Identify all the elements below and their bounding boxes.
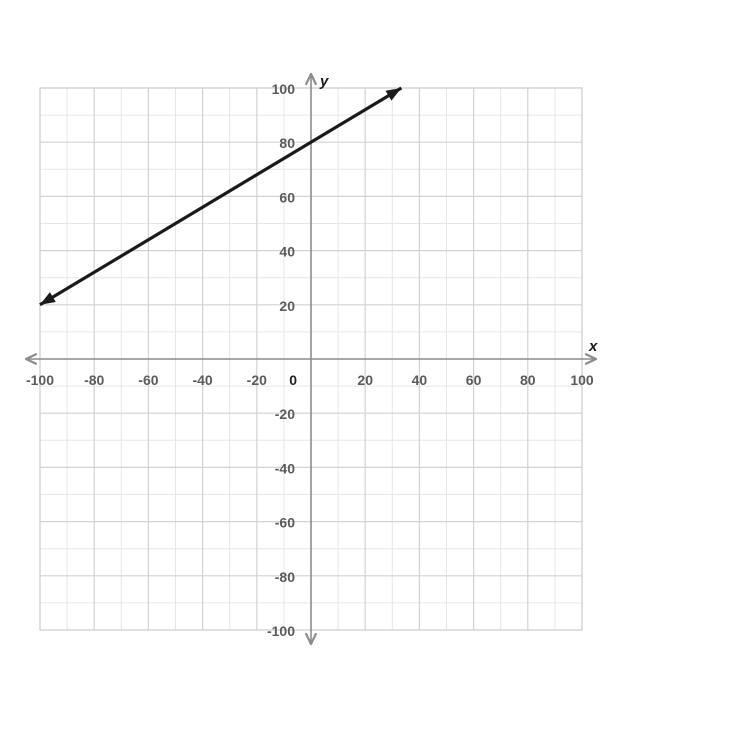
svg-text:40: 40 [279, 244, 295, 260]
svg-text:y: y [319, 73, 329, 90]
svg-text:-60: -60 [138, 372, 158, 388]
svg-text:-40: -40 [275, 460, 295, 476]
svg-text:-100: -100 [26, 372, 54, 388]
svg-text:100: 100 [272, 81, 296, 97]
svg-text:-60: -60 [275, 515, 295, 531]
svg-text:60: 60 [466, 372, 482, 388]
svg-text:-20: -20 [275, 406, 295, 422]
svg-text:20: 20 [279, 298, 295, 314]
svg-text:x: x [588, 338, 598, 355]
svg-text:-80: -80 [275, 569, 295, 585]
svg-text:20: 20 [357, 372, 373, 388]
svg-text:80: 80 [520, 372, 536, 388]
svg-text:100: 100 [570, 372, 594, 388]
svg-text:-100: -100 [267, 623, 295, 639]
svg-text:40: 40 [412, 372, 428, 388]
svg-text:80: 80 [279, 135, 295, 151]
svg-text:60: 60 [279, 189, 295, 205]
svg-text:-40: -40 [192, 372, 212, 388]
svg-text:0: 0 [289, 372, 297, 388]
svg-text:-20: -20 [247, 372, 267, 388]
svg-text:-80: -80 [84, 372, 104, 388]
